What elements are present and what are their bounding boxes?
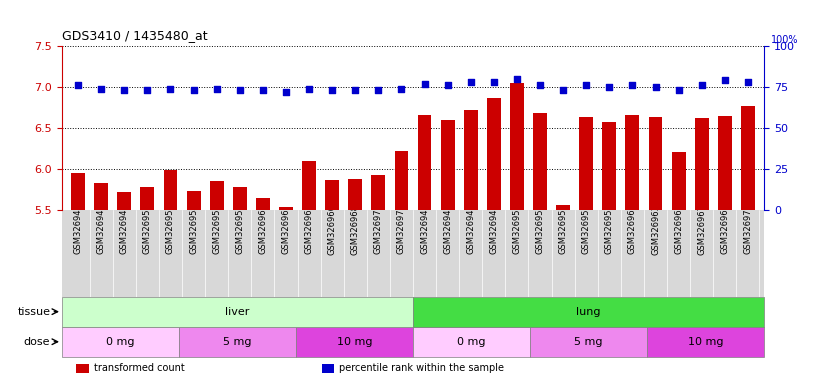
Bar xyxy=(672,152,686,210)
Bar xyxy=(530,327,647,357)
Text: 5 mg: 5 mg xyxy=(223,337,252,347)
Point xyxy=(649,84,662,90)
Point xyxy=(418,81,431,87)
Bar xyxy=(210,181,224,210)
Point xyxy=(718,78,731,84)
Point xyxy=(395,86,408,92)
Point xyxy=(510,76,524,82)
Bar xyxy=(296,327,413,357)
Point xyxy=(626,82,639,88)
Bar xyxy=(510,83,524,210)
Bar xyxy=(322,364,335,373)
Point xyxy=(672,87,686,93)
Text: liver: liver xyxy=(225,307,249,317)
Bar xyxy=(349,179,362,210)
Bar xyxy=(647,327,764,357)
Bar xyxy=(117,192,131,210)
Bar xyxy=(418,115,431,210)
Bar xyxy=(464,110,477,210)
Point xyxy=(349,87,362,93)
Bar xyxy=(325,180,339,210)
Bar xyxy=(695,118,709,210)
Bar xyxy=(279,207,293,210)
Bar xyxy=(602,122,616,210)
Point xyxy=(302,86,316,92)
Bar xyxy=(741,106,755,210)
Bar xyxy=(233,187,247,210)
Point xyxy=(164,86,177,92)
Text: 0 mg: 0 mg xyxy=(107,337,135,347)
Bar xyxy=(556,205,570,210)
Bar xyxy=(487,98,501,210)
Point xyxy=(117,87,131,93)
Bar xyxy=(413,327,530,357)
Bar xyxy=(718,116,732,210)
Point xyxy=(210,86,223,92)
Bar xyxy=(187,191,201,210)
Point xyxy=(372,87,385,93)
Point xyxy=(279,89,292,95)
Bar xyxy=(372,175,385,210)
Bar xyxy=(179,327,296,357)
Bar xyxy=(625,115,639,210)
Bar xyxy=(94,183,108,210)
Bar xyxy=(579,117,593,210)
Bar xyxy=(62,297,413,327)
Point xyxy=(256,87,269,93)
Point xyxy=(72,82,85,88)
Text: transformed count: transformed count xyxy=(93,364,184,374)
Bar xyxy=(413,297,764,327)
Point xyxy=(557,87,570,93)
Bar xyxy=(76,364,88,373)
Text: dose: dose xyxy=(24,337,50,347)
Point xyxy=(603,84,616,90)
Bar xyxy=(395,151,408,210)
Bar xyxy=(62,327,179,357)
Text: 100%: 100% xyxy=(771,35,799,45)
Point xyxy=(741,79,754,85)
Point xyxy=(233,87,246,93)
Bar xyxy=(164,170,178,210)
Point xyxy=(487,79,501,85)
Bar xyxy=(302,161,316,210)
Bar xyxy=(140,187,154,210)
Text: 10 mg: 10 mg xyxy=(337,337,373,347)
Bar xyxy=(256,197,270,210)
Point xyxy=(187,87,200,93)
Text: GDS3410 / 1435480_at: GDS3410 / 1435480_at xyxy=(62,29,207,42)
Bar xyxy=(71,173,85,210)
Text: 5 mg: 5 mg xyxy=(574,337,603,347)
Bar xyxy=(533,113,547,210)
Point xyxy=(441,82,454,88)
Text: 0 mg: 0 mg xyxy=(458,337,486,347)
Point xyxy=(464,79,477,85)
Point xyxy=(580,82,593,88)
Point xyxy=(695,82,709,88)
Point xyxy=(534,82,547,88)
Bar xyxy=(648,117,662,210)
Text: percentile rank within the sample: percentile rank within the sample xyxy=(339,364,505,374)
Point xyxy=(95,86,108,92)
Bar xyxy=(441,120,454,210)
Text: 10 mg: 10 mg xyxy=(688,337,724,347)
Text: lung: lung xyxy=(577,307,601,317)
Text: tissue: tissue xyxy=(17,307,50,317)
Point xyxy=(325,87,339,93)
Point xyxy=(140,87,154,93)
